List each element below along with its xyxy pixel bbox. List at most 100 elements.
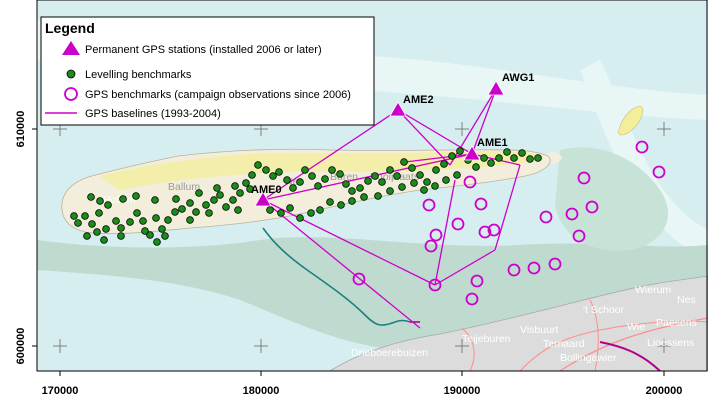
benchmark-dot — [277, 209, 285, 217]
benchmark-dot — [393, 172, 401, 180]
station-label-ame0: AME0 — [251, 184, 282, 196]
legend-dot-icon — [66, 69, 76, 79]
gps-benchmark-ring — [422, 198, 436, 212]
gps-baselines — [262, 88, 521, 329]
gps-benchmark-ring — [465, 292, 479, 306]
legend-ring-icon — [64, 87, 78, 101]
benchmark-dot — [87, 193, 95, 201]
benchmark-dot — [510, 154, 518, 162]
x-axis — [59, 371, 665, 376]
sand-bank — [617, 105, 644, 136]
benchmark-dot — [88, 220, 96, 228]
benchmark-dot — [104, 201, 112, 209]
benchmark-dot — [205, 209, 213, 217]
gps-benchmark-ring — [507, 263, 521, 277]
place-label: Visbuurt — [520, 324, 558, 336]
gps-benchmark-ring — [487, 223, 501, 237]
station-label-ame2: AME2 — [403, 94, 434, 106]
benchmark-dot — [164, 216, 172, 224]
benchmark-dot — [229, 196, 237, 204]
benchmark-dot — [371, 172, 379, 180]
benchmark-dot — [222, 203, 230, 211]
benchmark-dot — [216, 191, 224, 199]
benchmark-dot — [386, 166, 394, 174]
legend-title: Legend — [45, 20, 95, 36]
gps-benchmark-ring — [474, 197, 488, 211]
benchmark-dot — [210, 196, 218, 204]
benchmark-dot — [307, 209, 315, 217]
station-triangle-ame2 — [389, 101, 407, 117]
gps-benchmark-ring — [424, 239, 438, 253]
benchmark-dot — [81, 212, 89, 220]
legend-item-label: GPS benchmarks (campaign observations si… — [85, 89, 351, 101]
road — [461, 327, 475, 371]
benchmark-dot — [442, 176, 450, 184]
benchmark-dot — [308, 172, 316, 180]
legend-item-label: Levelling benchmarks — [85, 69, 192, 81]
benchmark-dot — [423, 178, 431, 186]
benchmark-dot — [408, 164, 416, 172]
benchmark-dot — [100, 236, 108, 244]
benchmark-dot — [534, 154, 542, 162]
place-label: Nes — [677, 294, 696, 306]
place-label: Drieboerebuizen — [351, 347, 428, 359]
benchmark-dot — [453, 171, 461, 179]
gps-benchmark-ring — [577, 171, 591, 185]
x-tick-label: 190000 — [444, 385, 481, 397]
benchmark-dot — [432, 166, 440, 174]
benchmark-dot — [472, 163, 480, 171]
benchmark-dot — [518, 149, 526, 157]
benchmark-dot — [70, 212, 78, 220]
benchmark-dot — [234, 206, 242, 214]
place-label: Wierum — [635, 284, 671, 296]
benchmark-dot — [400, 158, 408, 166]
station-label-ame1: AME1 — [477, 137, 508, 149]
gps-benchmarks — [352, 140, 666, 306]
benchmark-dot — [480, 154, 488, 162]
gps-benchmark-ring — [539, 210, 553, 224]
gps-stations — [254, 80, 505, 207]
main-road — [599, 341, 661, 371]
benchmark-dot — [296, 178, 304, 186]
benchmark-dot — [172, 195, 180, 203]
legend-item-label: Permanent GPS stations (installed 2006 o… — [85, 44, 322, 56]
benchmark-dot — [141, 227, 149, 235]
x-tick-label: 200000 — [646, 385, 683, 397]
gps-benchmark-ring — [585, 200, 599, 214]
benchmark-dot — [254, 161, 262, 169]
benchmark-dot — [117, 224, 125, 232]
benchmark-dot — [119, 195, 127, 203]
y-axis — [32, 128, 37, 347]
cable-line — [262, 227, 411, 326]
benchmark-dot — [301, 166, 309, 174]
legend-item-label: GPS baselines (1993-2004) — [85, 108, 221, 120]
benchmark-dot — [139, 217, 147, 225]
benchmark-dot — [495, 154, 503, 162]
benchmark-dot — [416, 171, 424, 179]
station-triangle-ame0 — [254, 191, 272, 207]
y-tick-label: 610000 — [15, 111, 27, 148]
gps-benchmark-ring — [565, 207, 579, 221]
gps-benchmark-ring — [352, 272, 366, 286]
gps-benchmark-ring — [652, 165, 666, 179]
gps-benchmark-ring — [548, 257, 562, 271]
benchmark-dot — [186, 216, 194, 224]
benchmark-dot — [487, 159, 495, 167]
benchmark-dot — [275, 168, 283, 176]
benchmark-dot — [133, 209, 141, 217]
benchmark-dot — [74, 219, 82, 227]
benchmark-dot — [202, 201, 210, 209]
benchmark-dot — [112, 217, 120, 225]
benchmark-dot — [364, 177, 372, 185]
legend-triangle-icon — [62, 41, 80, 55]
benchmark-dot — [242, 179, 250, 187]
benchmark-dot — [269, 172, 277, 180]
y-tick-label: 600000 — [15, 328, 27, 365]
gps-benchmark-ring — [451, 217, 465, 231]
benchmark-dot — [378, 178, 386, 186]
mainland — [329, 275, 708, 371]
benchmark-dot — [337, 201, 345, 209]
benchmark-dot — [398, 183, 406, 191]
benchmark-dot — [186, 199, 194, 207]
